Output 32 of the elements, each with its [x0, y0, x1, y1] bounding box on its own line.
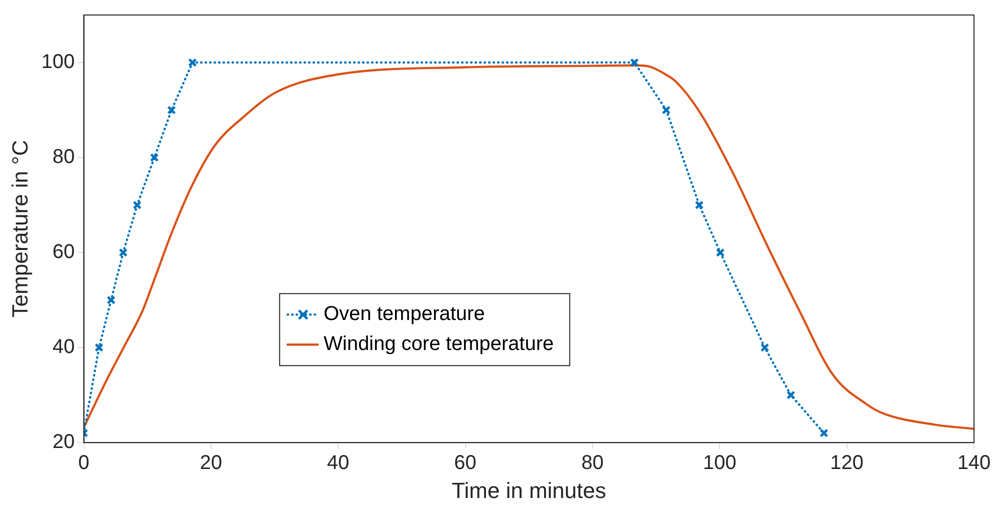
x-tick-label: 20	[200, 452, 222, 474]
point	[150, 153, 159, 162]
point	[694, 200, 704, 210]
point	[662, 106, 671, 114]
y-axis-title: Temperature in °C	[7, 140, 32, 318]
x-tick-label: 120	[830, 452, 864, 474]
line-series	[84, 64, 974, 430]
point	[118, 248, 128, 257]
x-tick-label: 40	[326, 452, 350, 474]
point	[760, 343, 770, 352]
x-tick-label: 80	[581, 452, 604, 474]
y-tick-label: 100	[41, 51, 75, 74]
x-tick-label: 100	[702, 452, 736, 474]
x-tick-label: 60	[454, 452, 476, 474]
point	[630, 58, 639, 67]
y-tick-label: 60	[52, 241, 75, 264]
point	[94, 343, 104, 352]
y-tick-label: 20	[52, 431, 75, 454]
point	[786, 390, 796, 400]
point	[167, 106, 176, 114]
legend-label: Winding core temperature	[324, 333, 554, 356]
legend-label: Oven temperature	[324, 303, 485, 326]
y-tick-label: 40	[52, 336, 75, 358]
y-tick-label: 80	[52, 146, 75, 168]
x-axis-title: Time in minutes	[452, 478, 606, 503]
point	[820, 428, 828, 438]
x-tick-label: 140	[957, 452, 991, 474]
x-tick-label: 0	[78, 452, 90, 474]
point	[106, 296, 116, 304]
point	[188, 58, 197, 67]
point	[132, 200, 142, 210]
point	[716, 248, 725, 257]
